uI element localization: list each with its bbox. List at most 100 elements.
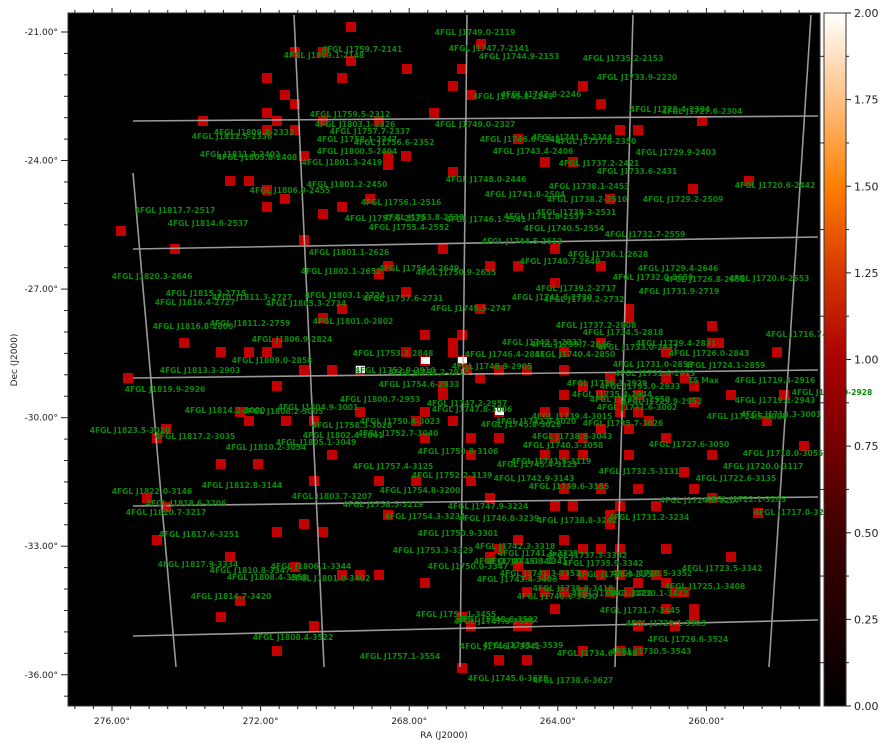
- source-label: 4FGL J1739.3-2531: [536, 208, 617, 217]
- ts-pixel: [318, 209, 328, 219]
- x-axis-ticks: 276.00° 272.00° 268.00° 264.00° 260.00°: [74, 8, 800, 727]
- source-label: 4FGL J1818.6-3206: [146, 499, 227, 508]
- ts-pixel: [697, 116, 707, 126]
- ts-pixel: [624, 313, 634, 323]
- source-label: 4FGL J1750.8-3106: [418, 447, 499, 456]
- ts-pixel: [661, 373, 671, 383]
- axes-frame: [67, 12, 821, 707]
- ts-pixel: [513, 134, 523, 144]
- source-label: 4FGL J1741.3-3357: [500, 569, 581, 578]
- ts-pixel: [624, 587, 634, 597]
- ts-pixel: [346, 56, 356, 66]
- ts-pixel: [401, 347, 411, 357]
- ts-pixel: [475, 373, 485, 383]
- ts-pixel: [383, 151, 393, 161]
- ts-pixel: [374, 116, 384, 126]
- source-label: 4FGL J1732.7-2559: [605, 230, 686, 239]
- x-tick-label: 264.00°: [540, 717, 576, 727]
- x-tick-label: 260.00°: [688, 717, 724, 727]
- ts-pixel: [707, 321, 717, 331]
- ts-pixel: [670, 587, 680, 597]
- source-label: 4FGL J1736.3-2929: [567, 379, 648, 388]
- ts-pixel: [309, 621, 319, 631]
- ts-pixel: [448, 338, 458, 348]
- y-tick-label: -24.00°: [24, 157, 58, 167]
- ts-pixel: [272, 338, 282, 348]
- ts-pixel: [559, 450, 569, 460]
- ts-pixel: [225, 552, 235, 562]
- source-label: 4FGL J1809.0-2858: [232, 356, 313, 365]
- source-label: 4FGL J1719.2-2943: [735, 396, 816, 405]
- ts-pixel: [605, 373, 615, 383]
- ts-pixel: [513, 561, 523, 571]
- source-label: 4FGL J1812.8-3144: [202, 481, 283, 490]
- source-label: 4FGL J1817.6-3251: [159, 530, 240, 539]
- source-label: 4FGL J1734.5-2818: [583, 328, 664, 337]
- source-label: 4FGL J1816.8-2800: [153, 322, 234, 331]
- source-label: 4FGL J1749.0-2119: [435, 28, 516, 37]
- ts-pixel: [689, 381, 699, 391]
- source-label: 4FGL J1720.6-2442: [735, 181, 816, 190]
- ts-pixel: [799, 441, 809, 451]
- source-label: 4FGL J1741.8-2504: [485, 190, 566, 199]
- source-label: 4FGL J1740.6-3430: [517, 592, 598, 601]
- ts-pixel: [262, 108, 272, 118]
- ts-pixel-saturated: [495, 408, 504, 415]
- ts-pixel: [438, 381, 448, 391]
- ts-pixel: [235, 596, 245, 606]
- source-label: 4FGL J1800.7-2953: [340, 395, 421, 404]
- ts-pixel: [596, 424, 606, 434]
- source-label: 4FGL J1737.2-2421: [559, 159, 640, 168]
- source-label: 4FGL J1746.4-2851: [465, 350, 546, 359]
- ts-pixel: [318, 47, 328, 57]
- source-label: 4FGL J1811.5-2336: [192, 132, 273, 141]
- source-label: 4FGL J1803.1-2148: [284, 51, 365, 60]
- ts-pixel: [513, 261, 523, 271]
- source-label: 4FGL J1741.1-3328: [498, 549, 579, 558]
- source-label: 4FGL J1720.6-2653: [729, 274, 810, 283]
- source-label: 4FGL J1813.3-2903: [160, 366, 241, 375]
- source-label: 4FGL J1722.6-3135: [696, 474, 777, 483]
- source-label: 4FGL J1726.0-2843: [669, 349, 750, 358]
- ts-pixel: [615, 646, 625, 656]
- source-label: 4FGL J1803.1-2724: [305, 291, 386, 300]
- ts-pixel: [402, 64, 412, 74]
- source-label: 4FGL J1726.6-3524: [648, 635, 729, 644]
- source-label: 4FGL J1756.1-2516: [361, 198, 442, 207]
- ts-pixel-saturated: [421, 357, 430, 364]
- source-label: 4FGL J1739.4-3015: [532, 412, 613, 421]
- ts-pixel: [688, 184, 698, 194]
- source-label: 4FGL J1726.8-2658: [665, 275, 746, 284]
- source-label: 4FGL J1730.5-3352: [612, 569, 693, 578]
- source-label: 4FGL J1737.2-2808: [556, 321, 637, 330]
- ts-pixel: [578, 587, 588, 597]
- source-label: 4FGL J1810.2-3054: [226, 443, 307, 452]
- y-tick-label: -30.00°: [24, 414, 58, 424]
- ts-pixel: [401, 151, 411, 161]
- ts-pixel: [448, 347, 458, 357]
- ts-pixel: [753, 508, 763, 518]
- ts-pixel: [262, 202, 272, 212]
- ts-pixel: [272, 116, 282, 126]
- ts-pixel: [578, 570, 588, 580]
- ts-pixel: [420, 433, 430, 443]
- source-label: 4FGL J1741.6-2730: [512, 293, 593, 302]
- ts-pixel: [448, 167, 458, 177]
- source-label: 4FGL J1733.1-2950: [590, 395, 671, 404]
- source-label: 4FGL J1722.1-3205: [706, 495, 787, 504]
- source-label: 4FGL J1738.6-3627: [533, 676, 614, 685]
- ts-pixel: [420, 407, 430, 417]
- x-tick-label: 272.00°: [243, 717, 279, 727]
- source-label: 4FGL J1745.8-2249: [473, 92, 554, 101]
- source-label: 4FGL J1753.2-2914: [389, 368, 470, 377]
- source-label: 4FGL J1817.2-3035: [155, 432, 236, 441]
- source-label: 4FGL J1742.9-3143: [494, 474, 575, 483]
- source-label: 4FGL J1754.3-3234: [385, 512, 466, 521]
- ts-pixel: [346, 22, 356, 32]
- source-label: 4FGL J1819.9-2926: [125, 385, 206, 394]
- source-label: 4FGL J1729.9-2403: [636, 148, 717, 157]
- ts-pixel: [355, 570, 365, 580]
- ts-pixel: [355, 407, 365, 417]
- ts-pixel: [262, 347, 272, 357]
